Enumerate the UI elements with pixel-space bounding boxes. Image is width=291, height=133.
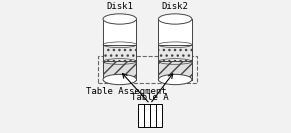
Bar bbox=[103, 19, 136, 80]
Bar bbox=[158, 61, 192, 80]
Bar bbox=[103, 61, 136, 80]
Bar bbox=[158, 19, 192, 80]
Bar bbox=[98, 56, 197, 83]
Ellipse shape bbox=[103, 14, 136, 24]
Text: Disk2: Disk2 bbox=[162, 2, 189, 11]
Bar bbox=[158, 45, 192, 61]
Bar bbox=[138, 104, 162, 127]
Ellipse shape bbox=[158, 74, 192, 85]
Text: Disk1: Disk1 bbox=[106, 2, 133, 11]
Ellipse shape bbox=[158, 14, 192, 24]
Text: Table Assegment: Table Assegment bbox=[86, 87, 167, 96]
Bar bbox=[103, 45, 136, 61]
Text: Table A: Table A bbox=[131, 93, 169, 102]
Bar bbox=[103, 19, 136, 45]
Ellipse shape bbox=[103, 74, 136, 85]
Bar bbox=[158, 19, 192, 45]
